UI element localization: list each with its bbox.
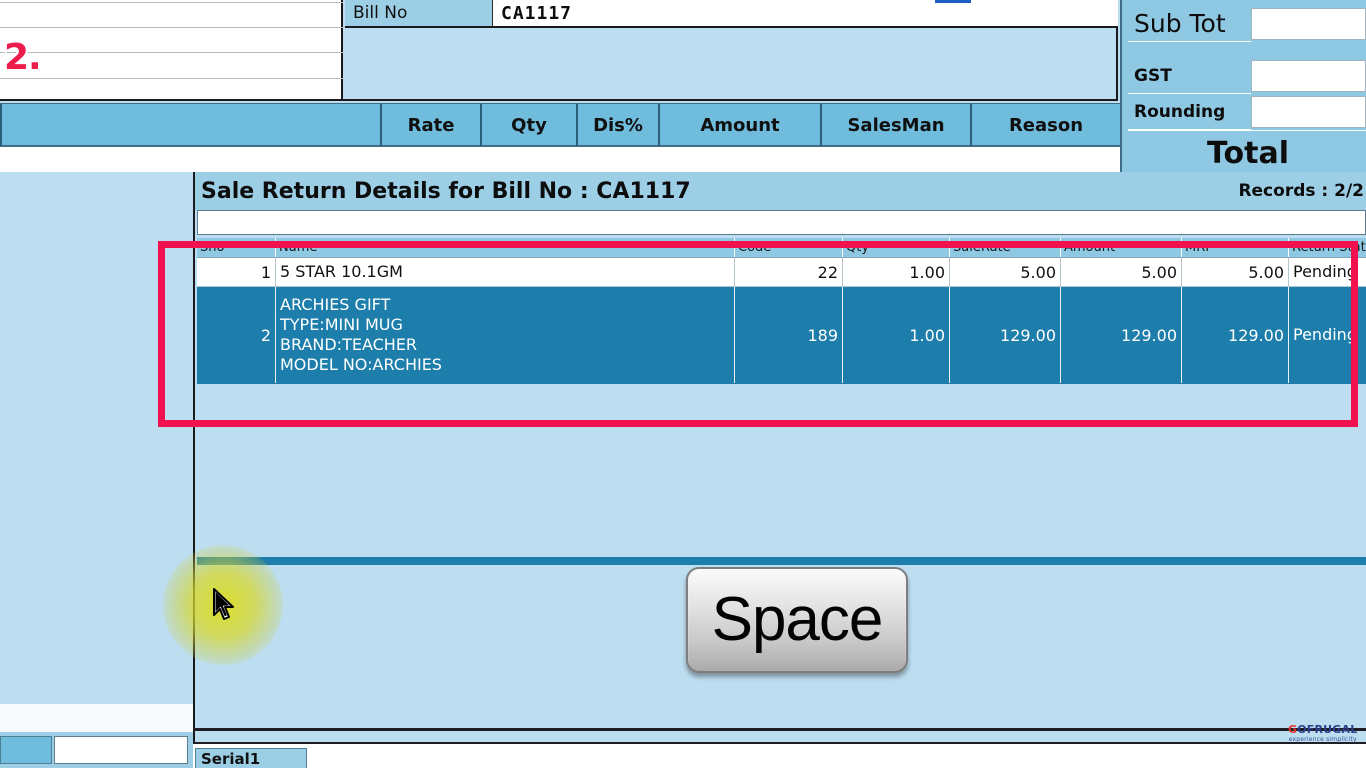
- brand-initial: G: [1288, 723, 1298, 736]
- cell-name: 5 STAR 10.1GM: [275, 257, 735, 287]
- grid-column-header-code[interactable]: Code: [734, 238, 843, 258]
- left-white-strip: [0, 704, 193, 733]
- bottom-left-field[interactable]: [54, 736, 188, 764]
- step-badge: 2.: [2, 37, 44, 78]
- item-columns-header: Rate Qty Dis% Amount SalesMan Reason: [0, 103, 1120, 147]
- cell-code: 22: [734, 257, 843, 287]
- rounding-row: Rounding: [1122, 94, 1366, 130]
- grid-title: Sale Return Details for Bill No : CA1117: [201, 178, 691, 204]
- cell-status: Pending: [1288, 286, 1366, 384]
- taskbar: [193, 744, 1366, 768]
- gst-field[interactable]: [1251, 60, 1366, 92]
- grid-column-header-sno[interactable]: Sno: [197, 238, 276, 258]
- brand-tagline: experience simplicity: [1288, 736, 1357, 743]
- form-rule: [0, 2, 343, 3]
- sale-return-grid-panel: Sale Return Details for Bill No : CA1117…: [193, 172, 1366, 762]
- bottom-divider: [193, 728, 1366, 731]
- grid-column-header-name[interactable]: Name: [275, 238, 735, 258]
- bill-form-panel: Bill No CA1117: [343, 0, 1118, 101]
- sub-total-label: Sub Tot: [1128, 6, 1251, 42]
- space-key-hint: Space: [686, 567, 908, 673]
- grid-column-header-qty[interactable]: Qty: [842, 238, 950, 258]
- sale-return-table: Sno Name Code Qty SaleRate Amount MRP Return St…: [197, 238, 1366, 384]
- table-row[interactable]: 2 ARCHIES GIFT TYPE:MINI MUG BRAND:TEACHE…: [197, 286, 1366, 384]
- left-bottom-bar: [0, 732, 193, 768]
- column-header-reason[interactable]: Reason: [970, 104, 1120, 146]
- brand-name: GOFRUGAL: [1288, 724, 1357, 735]
- record-count: Records : 2/2: [1238, 181, 1364, 201]
- column-header-rate[interactable]: Rate: [380, 104, 480, 146]
- form-rule: [0, 27, 343, 28]
- totals-panel: Sub Tot GST Rounding Total: [1120, 0, 1366, 176]
- gst-label: GST: [1128, 58, 1251, 94]
- table-header: Sno Name Code Qty SaleRate Amount MRP Return St…: [197, 238, 1366, 258]
- gst-row: GST: [1122, 58, 1366, 94]
- left-lower-panel: [0, 172, 193, 728]
- cell-qty: 1.00: [842, 286, 950, 384]
- grid-search-input[interactable]: [197, 210, 1366, 235]
- column-header-spacer[interactable]: [0, 104, 380, 146]
- cell-sno: 2: [197, 286, 276, 384]
- serial-tab[interactable]: Serial1: [195, 748, 307, 768]
- cell-amount: 129.00: [1060, 286, 1182, 384]
- field-underline: [935, 0, 971, 3]
- bottom-left-button[interactable]: [0, 736, 52, 764]
- sub-total-row: Sub Tot: [1122, 6, 1366, 42]
- cell-code: 189: [734, 286, 843, 384]
- column-header-qty[interactable]: Qty: [480, 104, 576, 146]
- sub-total-field[interactable]: [1251, 8, 1366, 40]
- rounding-label: Rounding: [1128, 94, 1251, 130]
- bill-no-label: Bill No: [345, 0, 493, 28]
- selection-filler: [197, 557, 1366, 565]
- cell-mrp: 5.00: [1181, 257, 1289, 287]
- grid-title-bar: Sale Return Details for Bill No : CA1117…: [195, 172, 1366, 210]
- cell-mrp: 129.00: [1181, 286, 1289, 384]
- cell-salerate: 129.00: [949, 286, 1061, 384]
- cell-salerate: 5.00: [949, 257, 1061, 287]
- column-header-salesman[interactable]: SalesMan: [820, 104, 970, 146]
- brand-rest: OFRUGAL: [1297, 723, 1358, 736]
- item-entry-row: [0, 147, 1120, 173]
- cell-amount: 5.00: [1060, 257, 1182, 287]
- cell-qty: 1.00: [842, 257, 950, 287]
- total-label: Total: [1128, 130, 1366, 176]
- top-form-strip: Bill No CA1117: [0, 0, 1366, 103]
- grid-column-header-mrp[interactable]: MRP: [1181, 238, 1289, 258]
- cell-sno: 1: [197, 257, 276, 287]
- grid-column-header-salerate[interactable]: SaleRate: [949, 238, 1061, 258]
- column-header-amount[interactable]: Amount: [658, 104, 820, 146]
- table-header-row: Sno Name Code Qty SaleRate Amount MRP Return St…: [197, 238, 1366, 258]
- cell-status: Pending: [1288, 257, 1366, 287]
- grid-column-header-status[interactable]: Return Status: [1288, 238, 1366, 258]
- cell-name: ARCHIES GIFT TYPE:MINI MUG BRAND:TEACHER…: [275, 286, 735, 384]
- form-rule: [0, 52, 343, 53]
- gofrugal-watermark: GOFRUGAL experience simplicity: [1288, 724, 1357, 743]
- taskbar-divider: [193, 742, 1366, 744]
- space-key-label: Space: [711, 585, 884, 654]
- grid-column-header-amount[interactable]: Amount: [1060, 238, 1182, 258]
- form-rule: [0, 78, 343, 79]
- rounding-field[interactable]: [1251, 96, 1366, 128]
- bill-no-field[interactable]: CA1117: [493, 0, 1118, 28]
- column-header-dis-[interactable]: Dis%: [576, 104, 658, 146]
- left-form-panel: [0, 0, 343, 101]
